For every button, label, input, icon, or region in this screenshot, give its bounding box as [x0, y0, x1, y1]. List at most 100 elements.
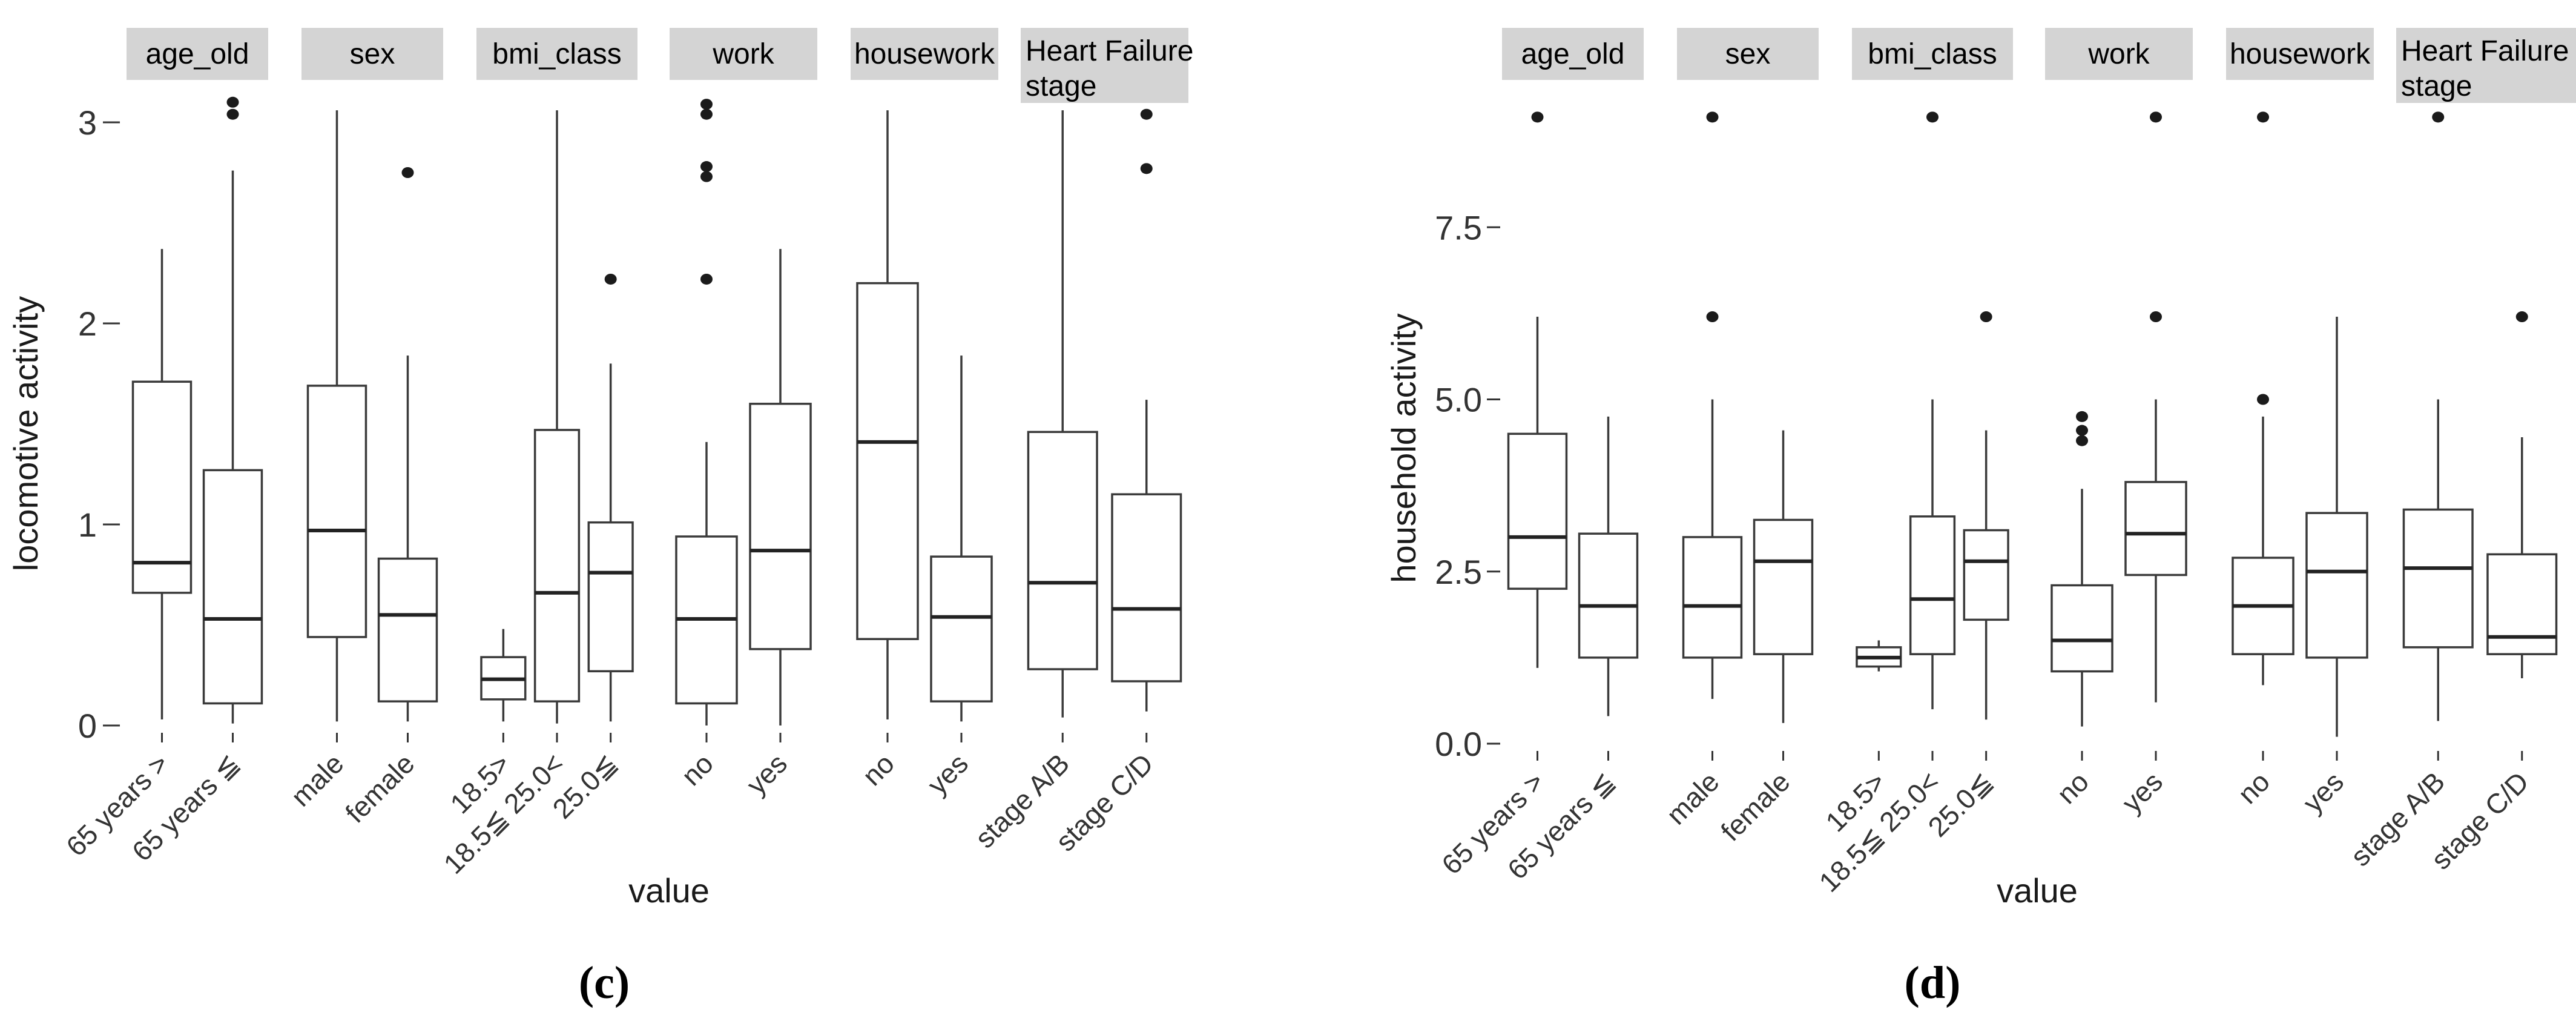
y-tick-label: 2 [78, 305, 97, 343]
outlier-dot [700, 273, 713, 285]
x-tick-label: female [339, 747, 420, 828]
facet-strip [670, 28, 817, 80]
outlier-dot [2150, 311, 2162, 323]
boxplot-box [533, 429, 581, 702]
outlier-dot [226, 96, 239, 108]
boxplot-box [587, 521, 634, 673]
boxplot-box [1111, 493, 1182, 683]
boxplot-box [856, 282, 919, 640]
boxplot-box [749, 403, 812, 650]
x-tick-label: yes [2116, 765, 2169, 818]
y-tick-label: 7.5 [1435, 208, 1482, 246]
x-tick-label: male [1660, 765, 1725, 830]
chart-caption: (c) [579, 957, 630, 1008]
outlier-dot [604, 273, 617, 285]
boxplot-box [202, 469, 263, 705]
facet-strip-label: bmi_class [492, 38, 621, 70]
facet-strip [476, 28, 637, 80]
outlier-dot [401, 167, 414, 178]
facet-strip [2396, 28, 2576, 103]
boxplot-box [306, 385, 367, 638]
boxplot-box [1507, 432, 1568, 590]
outlier-dot [2076, 411, 2088, 422]
facet-strip [301, 28, 443, 80]
outlier-dot [700, 108, 713, 120]
facet-strip-label: work [712, 38, 774, 70]
facet-strip-label: age_old [146, 38, 249, 70]
y-axis-title: household activity [1385, 313, 1423, 583]
x-axis-title: value [628, 871, 710, 910]
x-tick-label: no [856, 747, 900, 792]
facet-strip-label: sex [1725, 38, 1771, 70]
x-tick-label: no [2051, 765, 2095, 810]
outlier-dot [1926, 111, 1939, 123]
boxplot-box [1682, 536, 1743, 659]
facet-strip-label: Heart Failure [2401, 35, 2569, 67]
outlier-dot [1706, 311, 1719, 323]
facet-strip [2045, 28, 2193, 80]
facet-strip-label: bmi_class [1868, 38, 1997, 70]
boxplot-box [131, 380, 193, 594]
boxplot-box [930, 555, 993, 702]
outlier-dot [2257, 394, 2269, 405]
x-tick-label: yes [2297, 765, 2350, 818]
facet-strip-label: age_old [1521, 38, 1625, 70]
facet-strip [127, 28, 268, 80]
boxplot-box [2124, 481, 2187, 577]
y-tick-label: 2.5 [1435, 553, 1482, 591]
boxplot-box [2051, 584, 2113, 673]
facet-strip-label: stage [2401, 70, 2472, 102]
y-tick-label: 0 [78, 707, 97, 745]
outlier-dot [2150, 111, 2162, 123]
facet-strip-label: Heart Failure [1026, 35, 1193, 67]
outlier-dot [2076, 435, 2088, 446]
outlier-dot [700, 99, 713, 110]
y-tick-label: 3 [78, 104, 97, 142]
facet-strip [1502, 28, 1644, 80]
facet-strip [2226, 28, 2374, 80]
outlier-dot [700, 171, 713, 182]
outlier-dot [700, 161, 713, 173]
facet-strip [1852, 28, 2013, 80]
boxplot-box [2486, 553, 2558, 655]
x-tick-label: no [2232, 765, 2276, 810]
x-tick-label: male [285, 747, 349, 812]
outlier-dot [1531, 111, 1544, 123]
boxplot-box [1027, 431, 1098, 670]
outlier-dot [2257, 111, 2269, 123]
outlier-dot [1140, 108, 1153, 120]
x-tick-label: yes [921, 747, 974, 800]
boxplot-box [2402, 508, 2474, 649]
facet-strip-label: housework [2230, 38, 2371, 70]
outlier-dot [1140, 163, 1153, 174]
boxplot-box [1578, 532, 1639, 659]
boxplot-box [377, 557, 438, 702]
outlier-dot [1706, 111, 1719, 123]
y-tick-label: 1 [78, 506, 97, 544]
x-axis-title: value [1997, 871, 2078, 910]
y-axis-title: locomotive activity [7, 296, 45, 571]
outlier-dot [226, 108, 239, 120]
x-tick-label: yes [740, 747, 793, 800]
x-tick-label: no [675, 747, 719, 792]
boxplot-box [2305, 512, 2368, 659]
y-tick-label: 5.0 [1435, 381, 1482, 419]
facet-strip [851, 28, 998, 80]
facet-strip [1021, 28, 1188, 103]
boxplot-box [1963, 529, 2009, 621]
boxplot-box [1753, 518, 1814, 655]
outlier-dot [2515, 311, 2528, 323]
facet-strip-label: work [2087, 38, 2150, 70]
facet-strip-label: sex [350, 38, 395, 70]
outlier-dot [2432, 111, 2445, 123]
outlier-dot [2076, 425, 2088, 436]
boxplot-box [1909, 515, 1956, 655]
facet-strip-label: housework [854, 38, 995, 70]
outlier-dot [1980, 311, 1992, 323]
chart-caption: (d) [1905, 957, 1961, 1008]
facet-strip [1677, 28, 1819, 80]
